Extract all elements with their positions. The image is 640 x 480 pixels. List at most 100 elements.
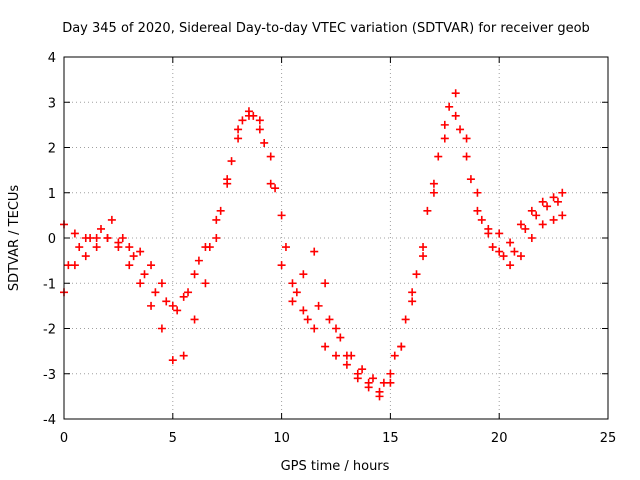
- data-point: [212, 215, 221, 224]
- data-point: [157, 279, 166, 288]
- data-point: [538, 220, 547, 229]
- data-point: [429, 188, 438, 197]
- data-point: [179, 351, 188, 360]
- y-tick-label: 0: [48, 232, 56, 247]
- chart-title: Day 345 of 2020, Sidereal Day-to-day VTE…: [62, 21, 590, 36]
- data-point: [408, 297, 417, 306]
- data-point: [234, 125, 243, 134]
- data-point: [358, 365, 367, 374]
- data-point: [495, 229, 504, 238]
- data-point: [303, 315, 312, 324]
- data-point: [538, 197, 547, 206]
- data-point: [434, 152, 443, 161]
- data-point: [277, 211, 286, 220]
- data-point: [147, 261, 156, 270]
- data-point: [260, 138, 269, 147]
- data-point: [288, 297, 297, 306]
- x-tick-label: 5: [169, 431, 177, 446]
- data-point: [521, 224, 530, 233]
- x-tick-label: 25: [600, 431, 617, 446]
- data-point: [125, 243, 134, 252]
- data-point: [462, 134, 471, 143]
- plot-frame: [63, 56, 609, 420]
- data-point: [408, 288, 417, 297]
- data-point: [516, 220, 525, 229]
- data-point: [162, 297, 171, 306]
- data-point: [401, 315, 410, 324]
- x-axis-label: GPS time / hours: [281, 459, 390, 474]
- y-tick-label: 1: [48, 187, 56, 202]
- data-point: [321, 279, 330, 288]
- data-point: [375, 387, 384, 396]
- data-point: [173, 306, 182, 315]
- data-point: [412, 270, 421, 279]
- y-tick-label: -1: [43, 277, 56, 292]
- data-point: [227, 157, 236, 166]
- data-point: [205, 243, 214, 252]
- data-point: [379, 378, 388, 387]
- data-point: [168, 301, 177, 310]
- data-point: [429, 179, 438, 188]
- data-point: [292, 288, 301, 297]
- data-point: [81, 252, 90, 261]
- data-point: [201, 279, 210, 288]
- data-point: [129, 252, 138, 261]
- data-point: [194, 256, 203, 265]
- data-point: [238, 116, 247, 125]
- data-point: [255, 116, 264, 125]
- data-point: [543, 202, 552, 211]
- data-point: [342, 360, 351, 369]
- data-point: [466, 175, 475, 184]
- data-point: [325, 315, 334, 324]
- data-point: [310, 324, 319, 333]
- y-axis-label: SDTVAR / TECUs: [7, 185, 22, 292]
- data-point: [549, 215, 558, 224]
- data-point: [114, 243, 123, 252]
- data-point: [364, 383, 373, 392]
- data-point: [386, 369, 395, 378]
- y-tick-label: 2: [48, 142, 56, 157]
- data-point: [140, 270, 149, 279]
- data-point: [495, 247, 504, 256]
- data-point: [506, 261, 515, 270]
- data-point: [299, 306, 308, 315]
- data-point: [473, 188, 482, 197]
- data-point: [419, 252, 428, 261]
- y-tick-label: -4: [43, 413, 56, 428]
- data-point: [157, 324, 166, 333]
- data-point: [440, 134, 449, 143]
- tick-labels: 0 5 10 15 20 25 -4 -3 -2 -1 0 1 2 3 4: [43, 51, 616, 446]
- y-tick-label: -2: [43, 323, 56, 338]
- data-point: [179, 292, 188, 301]
- data-point: [397, 342, 406, 351]
- data-point: [86, 234, 95, 242]
- data-point: [462, 152, 471, 161]
- data-point: [314, 301, 323, 310]
- data-point: [451, 111, 460, 120]
- data-point: [332, 324, 340, 333]
- y-tick-label: 4: [48, 51, 56, 66]
- data-point: [532, 211, 541, 220]
- x-tick-label: 15: [382, 431, 399, 446]
- data-point: [321, 342, 330, 351]
- data-point: [249, 111, 258, 120]
- data-point: [288, 279, 297, 288]
- data-point: [70, 229, 79, 238]
- data-point: [223, 179, 232, 188]
- data-point: [190, 315, 199, 324]
- data-point: [516, 252, 525, 261]
- data-point: [266, 179, 275, 188]
- data-point: [190, 270, 199, 279]
- data-point: [125, 261, 134, 270]
- data-points: [60, 89, 567, 401]
- data-point: [368, 374, 377, 383]
- data-point: [75, 243, 84, 252]
- data-point: [390, 351, 399, 360]
- x-tick-label: 0: [60, 431, 68, 446]
- data-point: [103, 234, 112, 242]
- data-point: [456, 125, 465, 134]
- data-point: [96, 224, 105, 233]
- data-point: [92, 243, 101, 252]
- data-point: [510, 247, 519, 256]
